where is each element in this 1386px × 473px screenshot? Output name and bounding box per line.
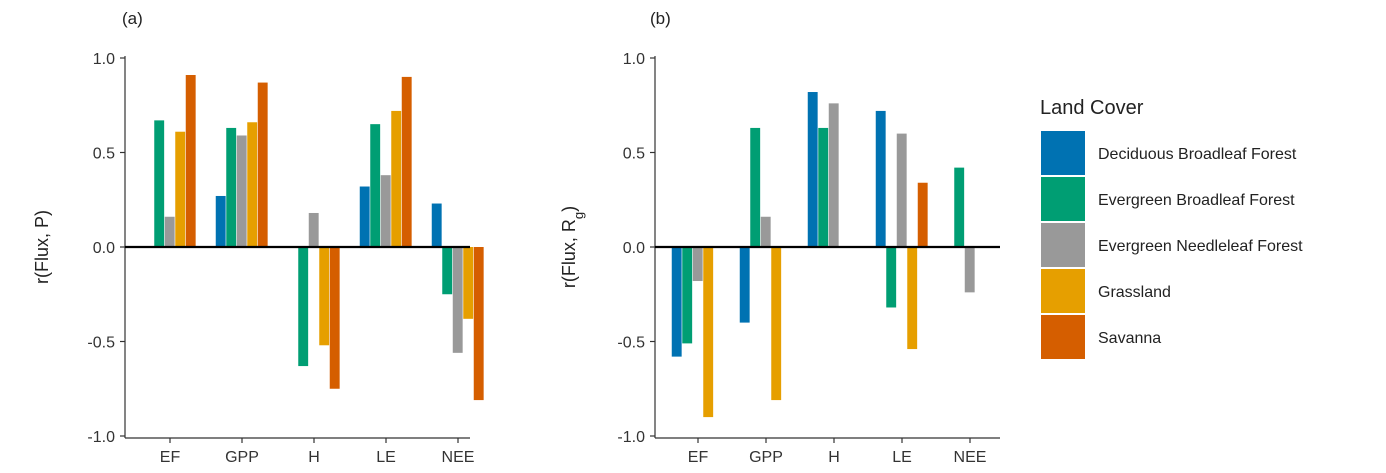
bar-ef-3 <box>175 131 186 247</box>
y-tick-label: 1.0 <box>93 51 115 68</box>
legend-label: Deciduous Broadleaf Forest <box>1098 146 1297 163</box>
bar-nee-1 <box>954 167 965 247</box>
bar-le-3 <box>391 110 402 247</box>
x-tick-label: EF <box>688 449 709 466</box>
bar-le-4 <box>917 182 928 247</box>
bar-h-3 <box>319 247 330 346</box>
bar-le-1 <box>370 124 381 247</box>
x-tick-label: LE <box>892 449 912 466</box>
x-tick-label: H <box>308 449 320 466</box>
bar-gpp-0 <box>215 195 226 247</box>
bar-nee-3 <box>463 247 474 319</box>
bar-h-2 <box>828 103 839 247</box>
legend: Land Cover Deciduous Broadleaf Forest Eve… <box>1040 97 1303 359</box>
bar-nee-0 <box>431 203 442 247</box>
bar-gpp-2 <box>236 135 247 247</box>
y-axis-label: r(Flux, Rg) <box>559 206 586 288</box>
legend-swatch <box>1041 269 1085 313</box>
y-tick-label: 0.0 <box>93 240 115 257</box>
bar-h-1 <box>818 127 829 247</box>
bar-le-2 <box>380 175 391 247</box>
legend-label: Evergreen Needleleaf Forest <box>1098 238 1303 255</box>
bar-gpp-1 <box>226 127 237 247</box>
bar-ef-4 <box>185 75 196 247</box>
legend-swatch <box>1041 223 1085 267</box>
bar-ef-1 <box>154 120 165 247</box>
y-tick-label: -1.0 <box>617 429 645 446</box>
x-tick-label: GPP <box>749 449 783 466</box>
panel-label: (a) <box>122 9 143 28</box>
y-tick-label: -0.5 <box>617 335 645 352</box>
bar-le-4 <box>401 76 412 248</box>
bar-h-1 <box>298 247 309 367</box>
bar-nee-2 <box>452 247 463 353</box>
bar-le-3 <box>907 247 918 350</box>
bar-gpp-3 <box>247 122 258 247</box>
y-tick-label: -1.0 <box>87 429 115 446</box>
bar-le-0 <box>875 110 886 247</box>
bar-ef-2 <box>164 216 175 247</box>
x-tick-label: EF <box>160 449 181 466</box>
bar-ef-0 <box>671 247 682 357</box>
legend-label: Evergreen Broadleaf Forest <box>1098 192 1295 209</box>
y-tick-label: 0.5 <box>623 146 645 163</box>
y-axis-label: r(Flux, P) <box>32 210 52 284</box>
y-tick-label: 1.0 <box>623 51 645 68</box>
panel-a-chart: (a) 1.0 0.5 0.0 -0.5 -1.0 r(Flux, P) EF GPP H LE NE… <box>32 9 484 466</box>
bar-h-2 <box>308 212 319 247</box>
y-tick-label: 0.5 <box>93 146 115 163</box>
bar-ef-1 <box>682 247 693 344</box>
bar-le-1 <box>886 247 897 308</box>
bar-gpp-4 <box>257 82 268 247</box>
bar-gpp-1 <box>750 127 761 247</box>
legend-label: Grassland <box>1098 284 1171 301</box>
bar-nee-4 <box>473 247 484 401</box>
panel-b-chart: (b) 1.0 0.5 0.0 -0.5 -1.0 r(Flux, Rg) EF GPP H LE N… <box>559 9 1000 466</box>
legend-label: Savanna <box>1098 330 1161 347</box>
bar-ef-3 <box>703 247 714 418</box>
bar-ef-2 <box>692 247 703 282</box>
bar-nee-1 <box>442 247 453 295</box>
x-tick-label: NEE <box>954 449 987 466</box>
bar-gpp-0 <box>739 247 750 323</box>
x-tick-label: H <box>828 449 840 466</box>
bar-le-2 <box>896 133 907 247</box>
legend-swatch <box>1041 131 1085 175</box>
x-tick-label: GPP <box>225 449 259 466</box>
bar-gpp-3 <box>771 247 782 401</box>
x-tick-label: NEE <box>442 449 475 466</box>
bar-gpp-2 <box>760 216 771 247</box>
legend-swatch <box>1041 177 1085 221</box>
bar-nee-2 <box>964 247 975 293</box>
x-tick-label: LE <box>376 449 396 466</box>
bar-h-4 <box>329 247 340 389</box>
bar-le-0 <box>359 186 370 247</box>
panel-label: (b) <box>650 9 671 28</box>
legend-title: Land Cover <box>1040 97 1144 119</box>
legend-swatch <box>1041 315 1085 359</box>
bar-h-0 <box>807 92 818 248</box>
y-tick-label: -0.5 <box>87 335 115 352</box>
y-tick-label: 0.0 <box>623 240 645 257</box>
